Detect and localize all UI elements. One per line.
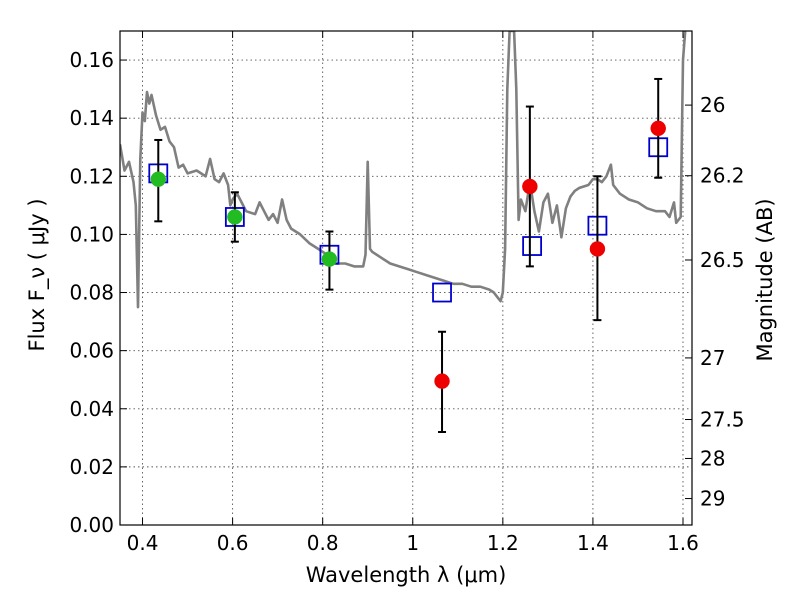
data-layer — [120, 31, 687, 434]
y-tick-label: 0.10 — [69, 222, 114, 246]
y-tick-label: 0.16 — [69, 48, 114, 72]
y-tick-label: 0.08 — [69, 281, 114, 305]
y-right-tick-label: 27.5 — [700, 408, 745, 432]
y-right-tick-label: 26 — [700, 93, 725, 117]
observed-point — [434, 373, 450, 389]
y-tick-label: 0.06 — [69, 339, 114, 363]
y-tick-label: 0.14 — [69, 106, 114, 130]
y-right-tick-label: 29 — [700, 487, 725, 511]
x-tick-label: 1.2 — [487, 531, 519, 555]
y-axis-label-right: Magnitude (AB) — [753, 198, 777, 361]
y-tick-label: 0.00 — [69, 513, 114, 537]
observed-point — [150, 171, 167, 187]
axis-ticks: 0.4 0.6 0.8 1 1.2 1.4 1.6 0.00 0.02 0.04 0.06 0.08 0… — [69, 31, 745, 555]
y-right-tick-label: 26.2 — [700, 164, 745, 188]
x-tick-label: 1 — [406, 531, 419, 555]
observed-point — [650, 120, 666, 137]
x-tick-label: 0.6 — [217, 531, 249, 555]
y-axis-label-left: Flux F_ν ( μJy ) — [25, 198, 50, 351]
y-tick-label: 0.12 — [69, 164, 114, 188]
observed-point — [522, 178, 538, 195]
x-tick-label: 0.4 — [127, 531, 159, 555]
grid — [120, 31, 692, 525]
plot-frame — [119, 30, 693, 526]
y-tick-label: 0.04 — [69, 397, 114, 421]
y-tick-label: 0.02 — [69, 455, 114, 479]
observed-point — [321, 251, 338, 267]
sed-model-line — [120, 31, 687, 309]
x-tick-label: 1.6 — [667, 531, 699, 555]
model-photometry-square — [522, 236, 543, 256]
y-right-tick-label: 27 — [700, 346, 725, 370]
observed-point — [227, 209, 243, 225]
y-right-tick-label: 28 — [700, 446, 725, 470]
x-tick-label: 1.4 — [577, 531, 609, 555]
x-tick-label: 0.8 — [307, 531, 339, 555]
model-photometry-square — [432, 282, 452, 303]
y-right-tick-label: 26.5 — [700, 248, 745, 272]
x-axis-label: Wavelength λ (μm) — [306, 563, 507, 587]
observed-point — [589, 241, 606, 257]
